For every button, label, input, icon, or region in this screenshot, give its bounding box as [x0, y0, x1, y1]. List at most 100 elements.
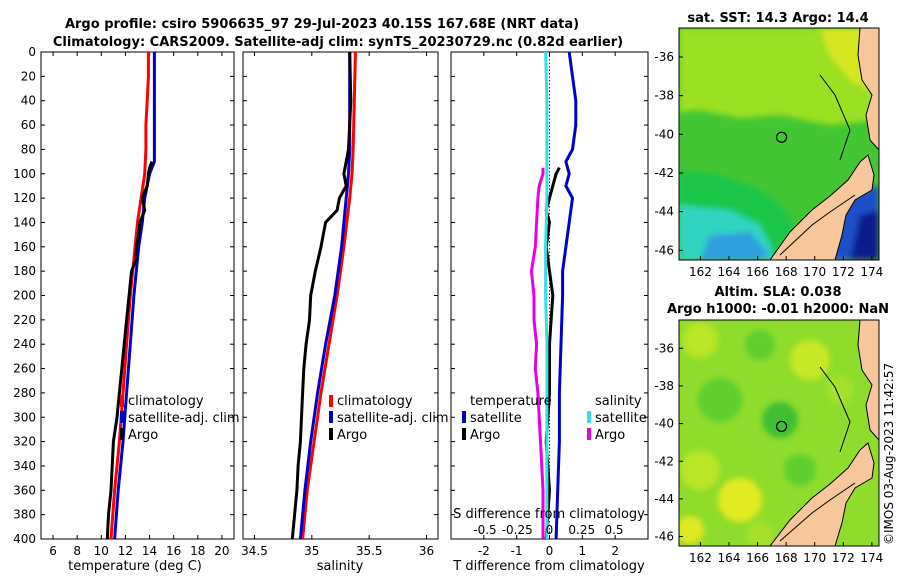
difference-xlabel-top: S difference from climatology — [453, 507, 645, 522]
imos-watermark: ©IMOS 03-Aug-2023 11:42:57 — [882, 363, 896, 545]
x-tick-label: 10 — [94, 544, 109, 558]
sla-argo-marker — [775, 420, 788, 433]
sla-patch — [698, 378, 742, 422]
legend-swatch-s-argo — [587, 428, 591, 440]
series-line-t-satellite — [554, 51, 578, 540]
legend-temperature-title: temperature — [470, 394, 552, 409]
lon-tick-label: 168 — [775, 551, 798, 565]
sla-map-frame — [678, 319, 880, 547]
x-tick-label: 2 — [611, 544, 619, 558]
x-tick-label: 16 — [166, 544, 181, 558]
sla-patch — [682, 322, 718, 358]
sst-regions — [679, 28, 879, 260]
sst-bathy-contour — [779, 194, 856, 256]
series-line-s-satellite — [544, 51, 549, 539]
lat-tick-label: -36 — [654, 50, 674, 64]
y-tick-label: 300 — [13, 410, 36, 424]
y-tick-label: 20 — [21, 69, 36, 83]
salinity-xlabel: salinity — [317, 559, 364, 574]
lon-tick-label: 170 — [803, 551, 826, 565]
legend-swatch-satellite — [120, 411, 124, 423]
y-tick-label: 280 — [13, 386, 36, 400]
sst-argo-marker — [775, 131, 788, 143]
lon-tick-label: 166 — [746, 551, 769, 565]
sst-blue-patch — [700, 232, 770, 260]
difference-lines — [529, 51, 578, 540]
y-tick-label: 140 — [13, 215, 36, 229]
legend-satellite: satellite-adj. clim — [128, 411, 240, 426]
lon-tick-label: 162 — [689, 265, 712, 279]
temperature-x-ticks: 6 8 10 12 14 16 18 20 — [49, 52, 230, 558]
title-line1: Argo profile: csiro 5906635_97 29-Jul-20… — [65, 17, 579, 32]
series-line-s-argo — [529, 167, 545, 539]
lat-tick-label: -42 — [654, 166, 674, 180]
temperature-xlabel: temperature (deg C) — [68, 559, 202, 574]
temperature-panel: 0 20 40 60 80 100 120 140 160 180 200 220 240 260 280 3… — [13, 45, 240, 574]
y-tick-label: 220 — [13, 313, 36, 327]
lon-tick-label: 170 — [803, 265, 826, 279]
salinity-depth-ticks — [243, 51, 438, 540]
sla-patch — [784, 454, 816, 486]
legend-satellite: satellite-adj. clim — [337, 411, 449, 426]
sst-coldest-patch — [850, 210, 879, 260]
lat-tick-label: -46 — [654, 530, 674, 544]
sla-patch — [826, 376, 854, 404]
legend-swatch-t-argo — [462, 428, 466, 440]
x-tick-label: -1 — [511, 544, 523, 558]
lat-tick-label: -38 — [654, 89, 674, 103]
lat-tick-label: -36 — [654, 341, 674, 355]
y-tick-label: 320 — [13, 435, 36, 449]
x-tick-label: 35 — [304, 544, 319, 558]
lat-tick-label: -38 — [654, 379, 674, 393]
y-tick-label: 400 — [13, 532, 36, 546]
top-tick-label: 0 — [546, 523, 554, 537]
legend-t-satellite: satellite — [470, 411, 522, 426]
lat-tick-label: -40 — [654, 417, 674, 431]
legend-swatch-argo — [329, 428, 333, 440]
legend-s-argo: Argo — [595, 428, 625, 443]
sst-lon-ticks: 162 164 166 168 170 172 174 — [689, 256, 883, 279]
legend-t-argo: Argo — [470, 428, 500, 443]
x-tick-label: 35.5 — [356, 544, 383, 558]
sla-patch — [762, 402, 798, 438]
title-line2: Climatology: CARS2009. Satellite-adj cli… — [53, 35, 623, 50]
series-line-climatology — [301, 51, 357, 540]
x-tick-label: 1 — [579, 544, 587, 558]
sla-bathy-contour-2 — [819, 366, 851, 453]
x-tick-label: 12 — [118, 544, 133, 558]
series-line-argo — [290, 51, 353, 540]
legend-s-satellite: satellite — [595, 411, 647, 426]
difference-xlabel: T difference from climatology — [452, 559, 645, 574]
y-tick-label: 160 — [13, 240, 36, 254]
sla-map: Altim. SLA: 0.038 Argo h1000: -0.01 h200… — [654, 285, 889, 565]
top-tick-label: -0.5 — [473, 523, 496, 537]
y-tick-label: 40 — [21, 94, 36, 108]
sla-patch — [790, 340, 830, 380]
lat-tick-label: -44 — [654, 492, 674, 506]
sst-map: sat. SST: 14.3 Argo: 14.4 162 164 166 168 17… — [654, 11, 883, 279]
lon-tick-label: 164 — [718, 551, 741, 565]
sst-map-title: sat. SST: 14.3 Argo: 14.4 — [687, 11, 868, 26]
south-island-land — [769, 154, 875, 260]
south-island-land — [769, 442, 875, 546]
sst-map-field — [679, 28, 879, 260]
lon-tick-label: 172 — [832, 551, 855, 565]
x-tick-label: 18 — [190, 544, 205, 558]
y-tick-label: 380 — [13, 508, 36, 522]
lon-tick-label: 162 — [689, 551, 712, 565]
x-tick-label: 34.5 — [241, 544, 268, 558]
salinity-lines — [290, 51, 357, 540]
lon-tick-label: 164 — [718, 265, 741, 279]
top-tick-label: -0.25 — [502, 523, 533, 537]
lon-tick-label: 166 — [746, 265, 769, 279]
sla-patch — [746, 521, 774, 546]
lat-tick-label: -46 — [654, 243, 674, 257]
x-tick-label: 20 — [214, 544, 229, 558]
y-tick-label: 60 — [21, 118, 36, 132]
sla-patch — [718, 478, 762, 522]
difference-x-ticks: -2 -1 0 1 2 — [478, 52, 619, 558]
y-tick-label: 100 — [13, 167, 36, 181]
sla-patch — [679, 516, 704, 544]
lon-tick-label: 174 — [860, 551, 883, 565]
